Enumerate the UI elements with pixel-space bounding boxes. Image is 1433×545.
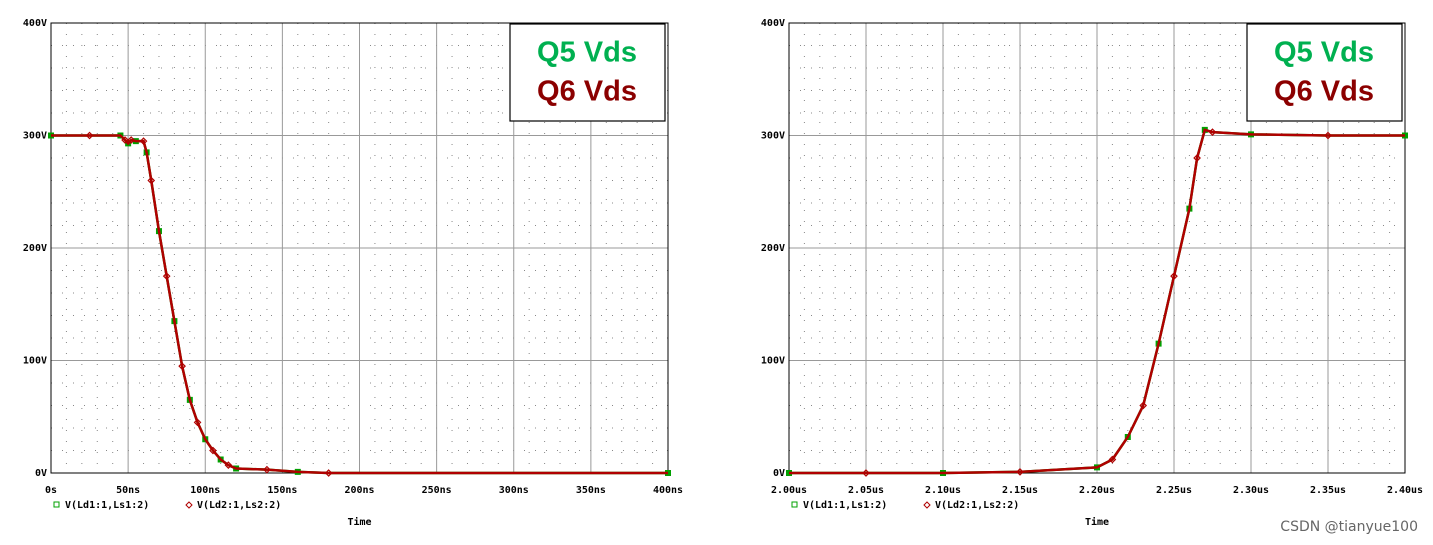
x-tick-label: 2.40us [1387,485,1423,496]
marker [862,469,870,477]
x-tick-label: 2.00us [771,485,807,496]
x-tick-label: 2.05us [848,485,884,496]
x-tick-label: 2.35us [1310,485,1346,496]
watermark: CSDN @tianyue100 [1280,519,1418,535]
legend-marker [791,501,798,508]
x-tick-label: 2.20us [1079,485,1115,496]
legend-label: V(Ld2:1,Ls2:2) [935,500,1019,511]
marker [127,136,136,144]
marker [1324,131,1332,140]
annotation: Q6 Vds [537,76,637,108]
marker [224,461,233,469]
legend-label: V(Ld2:1,Ls2:2) [197,500,281,511]
x-tick-label: 50ns [116,485,140,496]
series-line [789,128,1405,475]
marker [1139,401,1148,410]
legend-marker [185,501,193,509]
annotation: Q6 Vds [1274,76,1374,108]
x-axis-label: Time [1085,516,1109,528]
y-tick-label: 400V [23,18,47,29]
x-tick-label: 2.30us [1233,485,1269,496]
marker [1193,154,1201,162]
y-tick-label: 0V [773,468,785,479]
y-tick-label: 200V [761,243,785,254]
marker [1208,128,1217,136]
x-tick-label: 2.25us [1156,485,1192,496]
x-axis-label: Time [347,516,371,528]
annotation-box [509,23,666,122]
marker [209,446,217,455]
marker [147,176,156,185]
annotation-box [1246,23,1403,122]
x-tick-label: 200ns [344,485,374,496]
y-tick-label: 300V [761,131,785,142]
y-tick-label: 300V [23,131,47,142]
x-tick-label: 2.15us [1002,485,1038,496]
plot-frame [788,22,1406,474]
marker [121,136,129,144]
annotation: Q5 Vds [1274,37,1374,69]
legend-label: V(Ld1:1,Ls1:2) [803,500,887,511]
x-tick-label: 100ns [190,485,220,496]
annotation: Q5 Vds [537,37,637,69]
series-line [51,134,668,475]
x-tick-label: 2.10us [925,485,961,496]
legend-label: V(Ld1:1,Ls1:2) [65,500,149,511]
y-tick-label: 200V [23,243,47,254]
marker [1170,272,1178,280]
y-tick-label: 400V [761,18,785,29]
legend-marker [53,501,60,508]
marker [85,131,94,140]
marker [1108,455,1117,464]
marker [193,418,202,427]
x-tick-label: 400ns [653,485,683,496]
marker [1016,468,1024,476]
x-tick-label: 300ns [499,485,529,496]
x-tick-label: 150ns [267,485,297,496]
marker [178,362,186,370]
y-tick-label: 100V [23,356,47,367]
legend-marker [923,501,931,509]
marker [162,272,171,280]
x-tick-label: 350ns [576,485,606,496]
marker [263,465,271,474]
marker [324,469,333,477]
y-tick-label: 100V [761,356,785,367]
x-tick-label: 0s [45,485,57,496]
marker [139,137,148,145]
y-tick-label: 0V [35,468,47,479]
x-tick-label: 250ns [422,485,452,496]
